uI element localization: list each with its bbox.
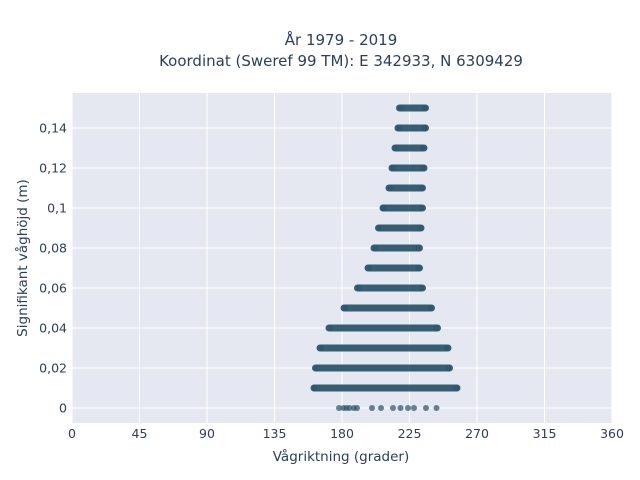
- x-tick-label: 360: [600, 426, 624, 441]
- data-point: [346, 405, 353, 411]
- data-point: [433, 325, 440, 331]
- data-point: [418, 205, 425, 211]
- data-point: [397, 105, 404, 111]
- data-point: [318, 345, 324, 351]
- data-point: [396, 125, 402, 131]
- data-point: [354, 405, 360, 411]
- data-point: [415, 265, 422, 271]
- data-point: [327, 325, 333, 331]
- y-axis-label: Signifikant våghöjd (m): [14, 179, 31, 337]
- y-tick-label: 0,14: [39, 121, 67, 136]
- x-tick-label: 0: [68, 426, 76, 441]
- data-points: [310, 104, 461, 411]
- x-tick-label: 315: [533, 426, 557, 441]
- data-point: [366, 265, 372, 271]
- data-point: [387, 185, 393, 191]
- data-point: [411, 405, 417, 411]
- data-point: [393, 145, 399, 151]
- y-tick-label: 0,1: [47, 201, 67, 216]
- data-point: [453, 385, 459, 391]
- data-point: [418, 285, 425, 291]
- data-point: [376, 225, 383, 231]
- data-point: [405, 405, 411, 411]
- data-point: [342, 305, 348, 311]
- x-axis-label: Vågriktning (grader): [273, 448, 410, 465]
- x-axis-ticks: 0 45 90 135 180 225 270 315 360: [68, 426, 624, 441]
- x-tick-label: 270: [465, 426, 489, 441]
- data-point: [397, 405, 404, 411]
- data-point: [418, 185, 425, 191]
- data-point: [312, 385, 318, 391]
- data-point: [420, 165, 426, 171]
- data-point: [421, 105, 428, 111]
- data-point: [390, 165, 396, 171]
- data-point: [417, 225, 423, 231]
- data-point: [390, 405, 396, 411]
- data-point: [415, 245, 422, 251]
- data-point: [381, 205, 387, 211]
- chart-title-line1: År 1979 - 2019: [285, 30, 398, 49]
- chart-title-line2: Koordinat (Sweref 99 TM): E 342933, N 63…: [159, 52, 523, 70]
- y-tick-label: 0,02: [39, 361, 67, 376]
- data-point: [444, 345, 450, 351]
- x-tick-label: 45: [132, 426, 148, 441]
- y-tick-label: 0: [59, 401, 67, 416]
- x-tick-label: 90: [199, 426, 215, 441]
- data-point: [445, 365, 452, 371]
- data-point: [372, 245, 378, 251]
- x-tick-label: 135: [263, 426, 287, 441]
- y-tick-label: 0,04: [39, 321, 67, 336]
- data-point: [313, 365, 320, 371]
- data-point: [378, 405, 384, 411]
- y-tick-label: 0,06: [39, 281, 67, 296]
- data-point: [369, 405, 375, 411]
- y-axis-ticks: 0 0,02 0,04 0,06 0,08 0,1 0,12 0,14: [39, 121, 67, 416]
- x-tick-label: 180: [330, 426, 354, 441]
- data-point: [355, 285, 362, 291]
- x-tick-label: 225: [398, 426, 422, 441]
- data-point: [433, 405, 440, 411]
- data-point: [336, 405, 342, 411]
- data-point: [421, 125, 428, 131]
- data-point: [427, 305, 434, 311]
- y-tick-label: 0,08: [39, 241, 67, 256]
- y-tick-label: 0,12: [39, 161, 67, 176]
- data-point: [420, 145, 426, 151]
- data-point: [423, 405, 429, 411]
